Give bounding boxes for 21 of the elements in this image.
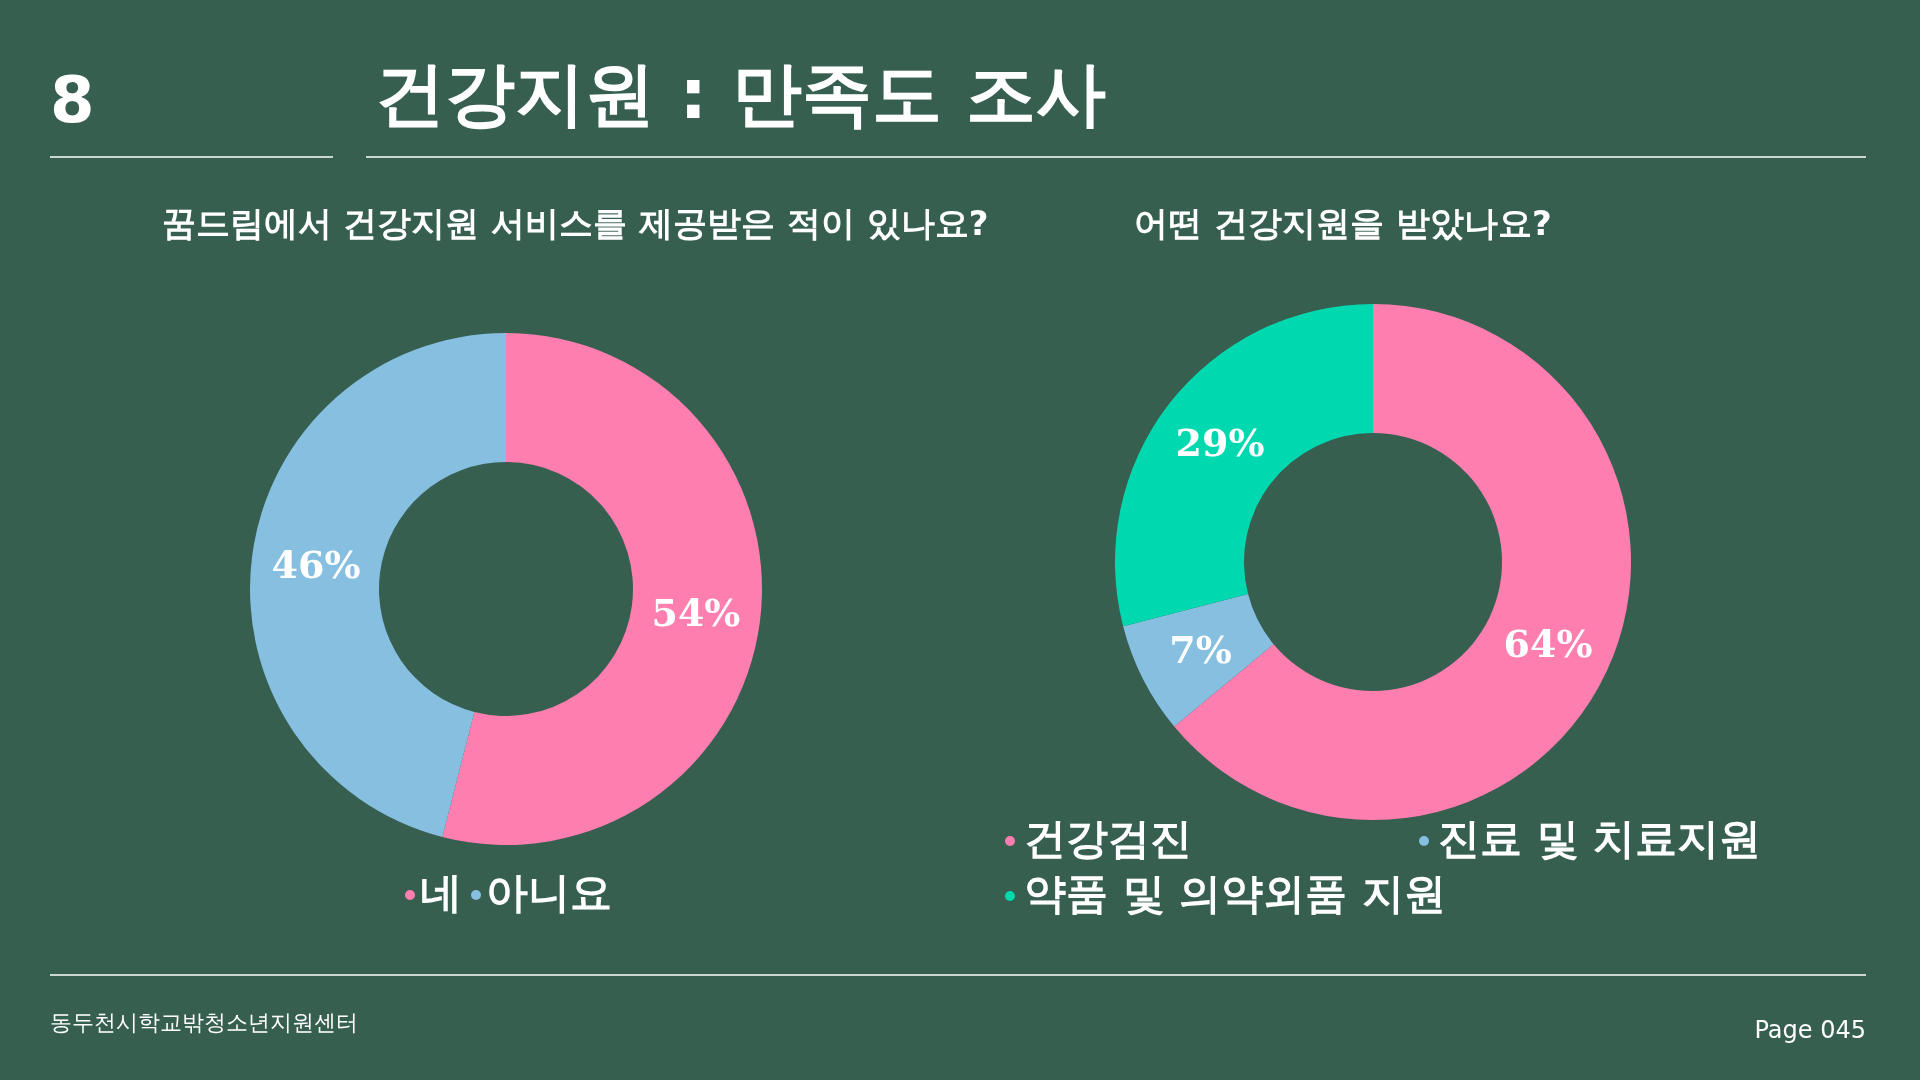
text: 8 <box>50 63 95 137</box>
donut-slice <box>442 333 762 845</box>
legend-label: 약품 및 의약외품 지원 <box>1024 869 1446 918</box>
legend-label: 진료 및 치료지원 <box>1438 814 1762 863</box>
donut-slice <box>250 333 506 837</box>
text: 동두천시학교밖청소년지원센터 <box>50 1010 358 1035</box>
text: 건강지원 : 만족도 조사 <box>375 53 1107 135</box>
legend-label: 네 <box>420 868 462 917</box>
donut-slice <box>1123 594 1274 727</box>
legend-label: 건강검진 <box>1024 814 1192 863</box>
donut-slice <box>1115 304 1373 627</box>
data-label: 7% <box>1169 626 1232 672</box>
data-label: 46% <box>271 542 361 587</box>
donut-slice <box>1174 304 1631 820</box>
data-label: 54% <box>651 590 741 635</box>
chart-title: 어떤 건강지원을 받았나요? <box>1134 203 1552 243</box>
chart-title: 꿈드림에서 건강지원 서비스를 제공받은 적이 있나요? <box>161 203 989 243</box>
data-label: 29% <box>1175 420 1265 466</box>
legend-label: 아니요 <box>486 868 612 917</box>
data-label: 64% <box>1503 621 1593 667</box>
text: Page 045 <box>1754 1016 1866 1044</box>
